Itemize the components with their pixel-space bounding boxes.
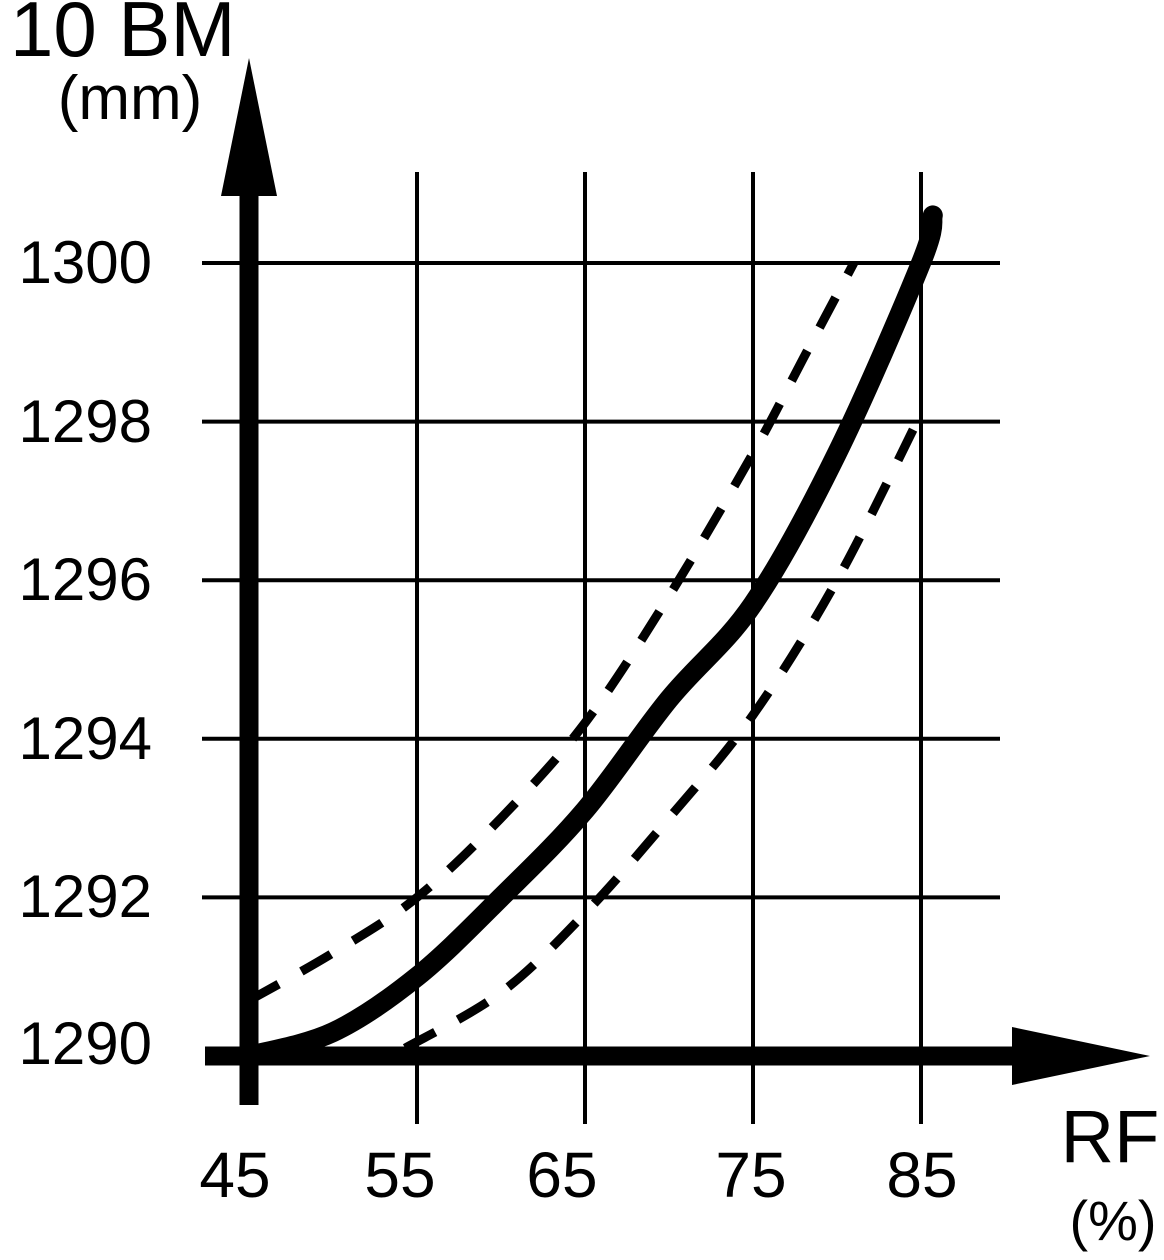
curve-nominal — [239, 205, 943, 1066]
y-tick-label: 1292 — [18, 863, 152, 931]
x-axis-unit: (%) — [1069, 1189, 1157, 1252]
curve-upper-band — [246, 260, 858, 1005]
x-tick-label: 65 — [526, 1139, 598, 1211]
y-axis-title: 10 BM — [10, 0, 236, 73]
y-axis-arrowhead-icon — [221, 58, 277, 196]
x-tick-label: 55 — [364, 1139, 436, 1211]
x-tick-label: 75 — [715, 1139, 787, 1211]
x-tick-label: 85 — [886, 1139, 958, 1211]
x-tick-label: 45 — [199, 1139, 271, 1211]
y-tick-label: 1300 — [18, 229, 152, 296]
gridlines — [202, 172, 1000, 1124]
y-tick-label: 1290 — [18, 1010, 152, 1077]
x-axis-arrowhead-icon — [1012, 1027, 1150, 1085]
y-tick-label: 1294 — [18, 704, 152, 772]
x-axis-title: RF — [1060, 1095, 1160, 1178]
y-tick-label: 1298 — [18, 387, 152, 455]
axes — [205, 58, 1150, 1105]
curve-lower-band — [402, 411, 926, 1053]
y-tick-label: 1296 — [18, 546, 152, 614]
y-axis-unit: (mm) — [57, 64, 203, 133]
curves — [239, 205, 943, 1066]
